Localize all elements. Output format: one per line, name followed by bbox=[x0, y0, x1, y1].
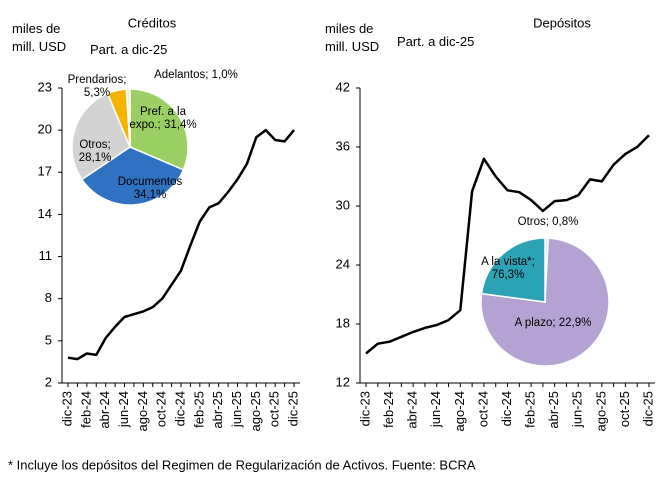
x-tick-label: dic-25 bbox=[640, 391, 655, 426]
y-tick-label: 18 bbox=[336, 315, 350, 330]
x-tick-label: abr-25 bbox=[210, 391, 225, 429]
y-axis-label: miles de mill. USD bbox=[325, 20, 395, 55]
x-tick-label: jun-24 bbox=[428, 391, 443, 428]
y-axis-label: miles de mill. USD bbox=[12, 20, 82, 55]
pie-label: A la vista*; 76,3% bbox=[478, 256, 538, 282]
pie-label-part: Otros; bbox=[517, 216, 549, 228]
x-tick-label: jun-25 bbox=[229, 391, 244, 428]
pie-label: Prendarios; 5,3% bbox=[62, 74, 132, 100]
y-tick-label: 24 bbox=[336, 256, 350, 271]
pie-label: Pref. a la expo.; 31,4% bbox=[123, 106, 203, 132]
y-axis-label-part: miles de mill. USD bbox=[12, 21, 67, 54]
subtitle: Part. a dic-25 bbox=[90, 42, 210, 57]
y-tick-label: 12 bbox=[336, 374, 350, 389]
x-tick-label: feb-25 bbox=[523, 391, 538, 428]
pie-label-part: Documentos bbox=[117, 176, 183, 188]
pie-label-part: A la vista*; bbox=[481, 256, 535, 268]
y-tick-label: 36 bbox=[336, 138, 350, 153]
x-tick-label: dic-25 bbox=[285, 391, 300, 426]
pie-label-part: Pref. a la expo.; bbox=[129, 106, 187, 132]
x-tick-label: jun-25 bbox=[570, 391, 585, 428]
pie-label-part: 34,1% bbox=[133, 189, 167, 202]
subtitle-part: Part. a dic-25 bbox=[397, 34, 475, 49]
x-tick-label: abr-24 bbox=[405, 391, 420, 429]
x-tick-label: jun-24 bbox=[116, 391, 131, 428]
y-tick-label: 14 bbox=[38, 206, 52, 221]
x-tick-label: ago-25 bbox=[593, 391, 608, 431]
pie-label-part: A plazo; bbox=[514, 317, 556, 329]
x-tick-label: feb-25 bbox=[191, 391, 206, 428]
x-tick-label: dic-23 bbox=[59, 391, 74, 426]
y-axis-label-box: miles de mill. USD bbox=[12, 20, 82, 55]
pie-slice bbox=[71, 92, 131, 181]
pie-label-part: 5,3% bbox=[83, 87, 111, 100]
x-tick-label: dic-24 bbox=[499, 391, 514, 426]
pie-label-part: 31,4% bbox=[163, 119, 197, 132]
x-tick-label: feb-24 bbox=[78, 391, 93, 428]
x-tick-label: ago-24 bbox=[452, 391, 467, 431]
x-tick-label: oct-25 bbox=[267, 391, 282, 427]
pie-slice bbox=[80, 146, 185, 206]
y-tick-label: 8 bbox=[45, 290, 52, 305]
pie-label: Otros; 28,1% bbox=[65, 139, 125, 165]
pie-label-part: 76,3% bbox=[491, 269, 525, 282]
pie-label-part: 1,0% bbox=[211, 69, 238, 81]
pie-slice bbox=[125, 88, 131, 148]
x-tick-label: feb-24 bbox=[381, 391, 396, 428]
pie-label-box: A plazo; 22,9% bbox=[508, 317, 598, 330]
x-tick-label: abr-24 bbox=[97, 391, 112, 429]
subtitle-part: Part. a dic-25 bbox=[90, 42, 168, 57]
chart-title: Créditos bbox=[128, 15, 177, 30]
chart-title: Depósitos bbox=[533, 15, 591, 30]
pie-label-part: 0,8% bbox=[552, 216, 579, 228]
y-tick-label: 2 bbox=[45, 374, 52, 389]
pie-label-box: Documentos 34,1% bbox=[105, 176, 195, 202]
x-tick-label: ago-24 bbox=[135, 391, 150, 431]
pie-label-part: Prendarios; bbox=[67, 74, 127, 86]
y-tick-label: 42 bbox=[336, 79, 350, 94]
x-tick-label: oct-24 bbox=[475, 391, 490, 427]
x-tick-label: dic-24 bbox=[172, 391, 187, 426]
footnote: * Incluye los depósitos del Regimen de R… bbox=[8, 457, 476, 472]
pie-label-box: Otros; 0,8% bbox=[493, 216, 603, 229]
y-tick-label: 20 bbox=[38, 122, 52, 137]
pie-label: Documentos 34,1% bbox=[105, 176, 195, 202]
x-tick-label: oct-25 bbox=[617, 391, 632, 427]
y-tick-label: 23 bbox=[38, 79, 52, 94]
subtitle: Part. a dic-25 bbox=[397, 34, 517, 49]
pie-label-part: Otros; bbox=[79, 139, 111, 151]
y-tick-label: 17 bbox=[38, 164, 52, 179]
x-tick-label: dic-23 bbox=[357, 391, 372, 426]
pie-label: Otros; 0,8% bbox=[493, 216, 603, 229]
pie-label-part: Adelantos; bbox=[154, 69, 209, 81]
y-tick-label: 5 bbox=[45, 332, 52, 347]
pie-label: A plazo; 22,9% bbox=[508, 317, 598, 330]
pie-label-box: Pref. a la expo.; 31,4% bbox=[123, 106, 203, 132]
pie-label-box: A la vista*; 76,3% bbox=[478, 256, 538, 282]
pie-label-part: 28,1% bbox=[78, 152, 112, 165]
pie-label-box: Otros; 28,1% bbox=[65, 139, 125, 165]
y-axis-label-box: miles de mill. USD bbox=[325, 20, 395, 55]
y-tick-label: 30 bbox=[336, 197, 350, 212]
pie-label-part: 22,9% bbox=[558, 317, 592, 329]
subtitle-box: Part. a dic-25 bbox=[90, 42, 210, 57]
line-series bbox=[365, 134, 650, 355]
pie-label-box: Adelantos; 1,0% bbox=[141, 69, 251, 82]
pie-label-box: Prendarios; 5,3% bbox=[62, 74, 132, 100]
x-tick-label: abr-25 bbox=[546, 391, 561, 429]
y-axis-label-part: miles de mill. USD bbox=[325, 21, 380, 54]
pie-label: Adelantos; 1,0% bbox=[141, 69, 251, 82]
subtitle-box: Part. a dic-25 bbox=[397, 34, 517, 49]
y-tick-label: 11 bbox=[39, 248, 53, 263]
x-tick-label: ago-25 bbox=[248, 391, 263, 431]
x-tick-label: oct-24 bbox=[154, 391, 169, 427]
line-series bbox=[67, 128, 295, 361]
pie-slice bbox=[480, 237, 546, 303]
pie-slice bbox=[129, 88, 189, 171]
